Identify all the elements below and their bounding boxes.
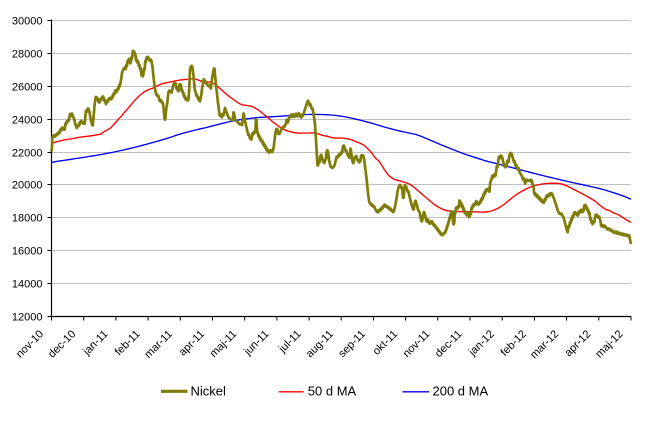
svg-text:22000: 22000 [12,147,43,159]
svg-text:16000: 16000 [12,245,43,257]
svg-text:14000: 14000 [12,278,43,290]
svg-text:18000: 18000 [12,212,43,224]
svg-text:26000: 26000 [12,81,43,93]
svg-text:50 d MA: 50 d MA [308,384,357,399]
svg-text:30000: 30000 [12,15,43,27]
svg-text:28000: 28000 [12,48,43,60]
svg-text:200 d MA: 200 d MA [433,384,489,399]
svg-text:12000: 12000 [12,311,43,323]
svg-text:20000: 20000 [12,179,43,191]
svg-text:24000: 24000 [12,114,43,126]
svg-text:Nickel: Nickel [191,384,227,399]
